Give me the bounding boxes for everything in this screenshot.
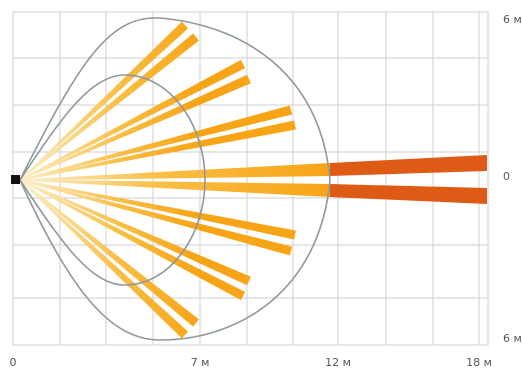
x-label-12m: 12 м	[325, 356, 351, 369]
long-range-beam-upper-near	[20, 163, 330, 181]
grid	[12, 11, 489, 346]
detection-beam-11	[19, 179, 199, 327]
y-label-top: 6 м	[503, 13, 522, 26]
detection-beam-6	[19, 120, 296, 181]
x-label-7m: 7 м	[191, 356, 210, 369]
x-label-0: 0	[10, 356, 17, 369]
long-range-beam-upper-far	[330, 155, 487, 176]
detection-beam-4	[19, 74, 251, 181]
y-label-zero: 0	[503, 170, 510, 183]
outer-detection-zone-outline	[19, 17, 331, 341]
inner-detection-zone-outline	[19, 74, 206, 286]
long-range-beam-lower-far	[330, 184, 487, 204]
detection-beam-7	[19, 179, 296, 240]
x-label-18m: 18 м	[466, 356, 492, 369]
detection-beam-9	[19, 179, 251, 286]
sensor-icon	[11, 175, 20, 184]
detection-beam-8	[19, 179, 293, 256]
y-label-bottom: 6 м	[503, 332, 522, 345]
detection-beam-10	[19, 179, 246, 301]
detection-beam-3	[19, 59, 246, 181]
detection-beam-2	[19, 33, 199, 181]
detection-beam-5	[19, 105, 293, 181]
detection-beams	[19, 21, 487, 339]
detection-beam-12	[19, 179, 189, 339]
long-range-beam-lower-near	[20, 179, 330, 197]
detection-beam-1	[19, 21, 189, 181]
